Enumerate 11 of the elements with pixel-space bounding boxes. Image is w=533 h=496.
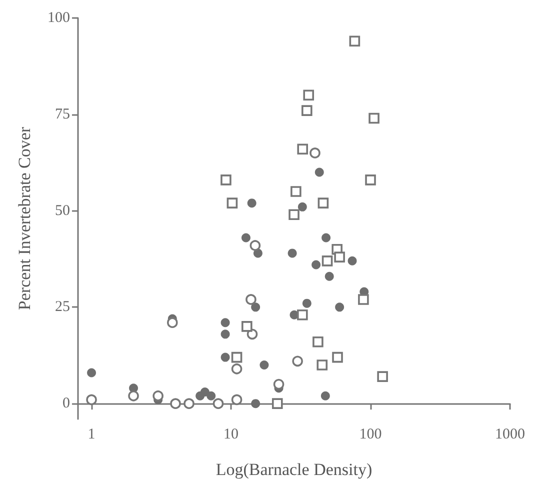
x-tick-label: 1000 xyxy=(495,426,525,442)
x-tick-label: 10 xyxy=(224,426,239,442)
y-tick-label: 50 xyxy=(55,202,70,219)
x-tick-label: 100 xyxy=(359,426,382,442)
y-tick-label: 75 xyxy=(55,106,70,122)
x-axis-title: Log(Barnacle Density) xyxy=(216,460,372,479)
y-tick-label: 25 xyxy=(55,299,70,316)
y-tick-label: 100 xyxy=(48,10,70,26)
y-tick-label: 0 xyxy=(62,396,70,412)
y-axis-title: Percent Invertebrate Cover xyxy=(15,126,34,310)
x-tick-label: 1 xyxy=(88,426,96,442)
